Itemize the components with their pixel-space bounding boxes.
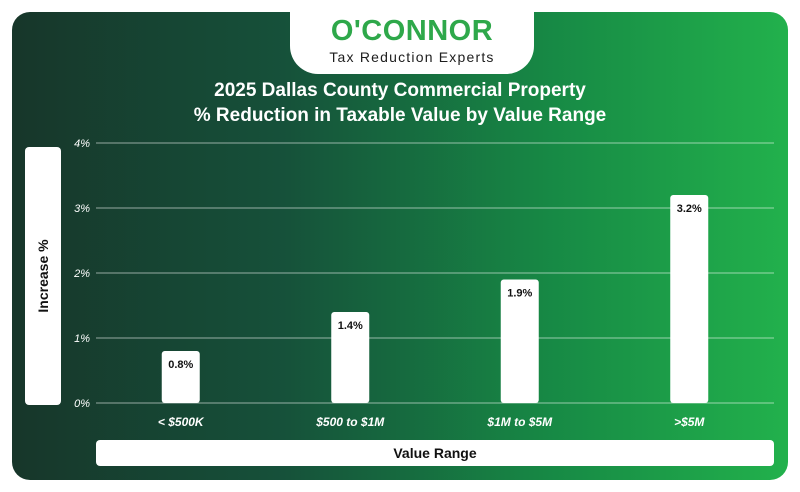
y-tick-label: 2% [73,268,90,280]
bar [500,279,539,403]
chart-title-line-2: % Reduction in Taxable Value by Value Ra… [193,105,607,126]
x-tick-label: $500 to $1M [315,415,385,429]
chart-title: 2025 Dallas County Commercial Property %… [12,78,788,128]
data-label: 1.4% [338,320,363,332]
x-tick-label: $1M to $5M [486,415,553,429]
brand-logo: O'CONNOR Tax Reduction Experts [290,12,534,74]
y-axis-label-box: Increase % [25,147,61,405]
brand-name: O'CONNOR [330,15,494,47]
data-label: 3.2% [677,203,702,215]
x-axis-label: Value Range [96,440,774,466]
x-tick-label: < $500K [158,415,205,429]
chart-card: O'CONNOR Tax Reduction Experts 2025 Dall… [12,12,788,480]
bar [331,312,370,403]
chart-title-line-1: 2025 Dallas County Commercial Property [214,80,586,101]
brand-tagline: Tax Reduction Experts [329,49,495,65]
y-tick-label: 0% [74,398,90,410]
x-tick-label: >$5M [674,415,705,429]
y-tick-label: 3% [74,203,90,215]
bar [670,195,709,403]
y-tick-label: 1% [74,333,90,345]
data-label: 1.9% [507,288,532,300]
plot-area: 0% 1% 2% 3% 4% 0.8% < $500K 1.4% $500 to $1M 1.9%… [73,138,774,429]
bar [161,351,200,403]
y-tick-label: 4% [74,138,90,150]
data-label: 0.8% [168,359,193,371]
